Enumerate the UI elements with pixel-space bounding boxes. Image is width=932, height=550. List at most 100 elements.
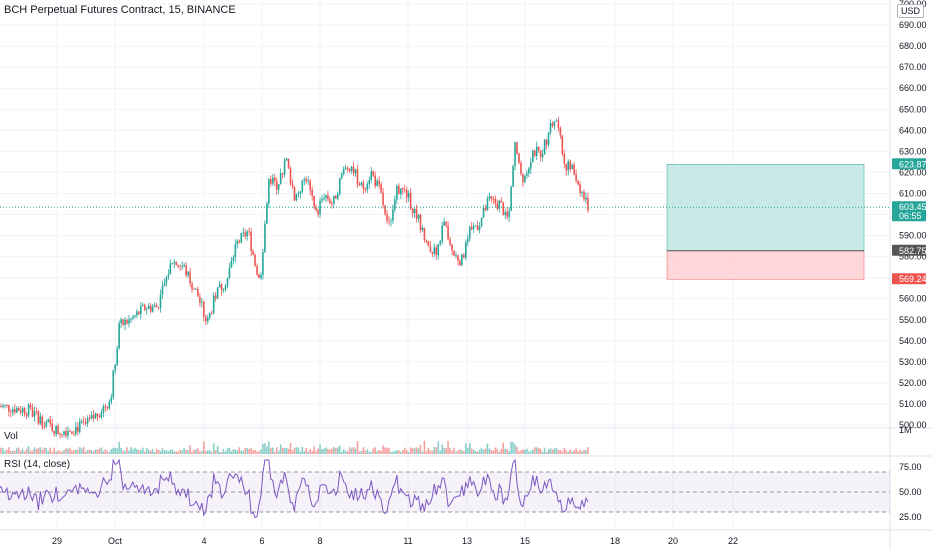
- candle: [553, 121, 556, 127]
- candle: [230, 260, 233, 268]
- x-tick-label: 15: [520, 536, 530, 546]
- volume-bar: [268, 441, 270, 454]
- candle: [319, 201, 321, 215]
- y-tick-label: 680.00: [899, 41, 927, 51]
- candle: [112, 370, 115, 398]
- volume-bars: [0, 440, 589, 454]
- candle: [285, 158, 288, 161]
- volume-bar: [277, 450, 280, 454]
- volume-bar: [4, 450, 6, 454]
- stop-loss-zone: [666, 250, 865, 280]
- volume-bar: [41, 449, 44, 454]
- volume-bar: [463, 451, 465, 454]
- volume-bar: [140, 449, 142, 454]
- candle: [455, 255, 457, 257]
- volume-bar: [226, 448, 229, 454]
- volume-bar: [474, 451, 477, 454]
- currency-button[interactable]: USD: [896, 4, 924, 18]
- candle: [67, 431, 69, 436]
- candle: [417, 214, 420, 219]
- volume-bar: [15, 448, 18, 454]
- volume-bar: [187, 449, 189, 454]
- volume-bar: [465, 443, 467, 454]
- volume-bar: [287, 448, 290, 454]
- y-tick-label: 530.00: [899, 357, 927, 367]
- volume-bar: [43, 447, 46, 454]
- volume-bar: [526, 448, 528, 454]
- candle: [384, 205, 386, 215]
- volume-bar: [171, 449, 174, 454]
- volume-bar: [587, 447, 589, 454]
- volume-bar: [19, 450, 22, 454]
- volume-bar: [319, 444, 321, 454]
- position-zones[interactable]: [666, 164, 865, 280]
- candle: [368, 179, 371, 185]
- candle: [362, 182, 365, 190]
- y-tick-label: 510.00: [899, 399, 927, 409]
- candle: [376, 180, 378, 187]
- candle: [465, 242, 467, 258]
- candle: [486, 198, 489, 211]
- candle: [244, 232, 247, 237]
- volume-bar: [177, 451, 180, 454]
- volume-bar: [537, 447, 540, 454]
- volume-bar: [45, 448, 48, 454]
- volume-bar: [295, 447, 298, 454]
- y-tick-label: 690.00: [899, 20, 927, 30]
- volume-bar: [258, 451, 260, 454]
- candle: [197, 289, 199, 297]
- volume-bar: [516, 446, 518, 454]
- candle: [80, 421, 83, 423]
- candle: [151, 306, 154, 312]
- volume-bar: [143, 451, 146, 454]
- candle: [315, 207, 317, 211]
- candle: [281, 173, 284, 175]
- volume-bar: [39, 447, 42, 454]
- y-tick-label: 620.00: [899, 167, 927, 177]
- x-tick-label: Oct: [108, 536, 123, 546]
- candle: [311, 189, 313, 196]
- candle: [433, 247, 436, 254]
- volume-bar: [252, 450, 254, 454]
- candle: [185, 265, 187, 276]
- candle: [254, 254, 256, 266]
- candle: [573, 164, 575, 175]
- volume-bar: [354, 448, 357, 454]
- candle: [47, 419, 50, 423]
- candle: [541, 154, 544, 158]
- candle: [394, 199, 396, 210]
- volume-bar: [134, 447, 136, 454]
- volume-bar: [230, 451, 233, 454]
- volume-bar: [561, 451, 564, 454]
- candle: [535, 146, 538, 157]
- volume-bar: [427, 447, 430, 454]
- candle: [366, 184, 369, 190]
- volume-bar: [242, 450, 245, 454]
- candle: [382, 192, 384, 206]
- candle: [520, 162, 522, 174]
- candle: [134, 315, 136, 317]
- candle: [6, 404, 8, 406]
- volume-bar: [321, 449, 323, 454]
- volume-bar: [350, 448, 353, 454]
- volume-bar: [557, 450, 560, 454]
- candle: [498, 200, 501, 209]
- volume-bar: [506, 449, 508, 454]
- volume-bar: [8, 447, 10, 454]
- candle: [8, 405, 10, 412]
- candle: [358, 184, 361, 186]
- candle: [256, 265, 258, 275]
- candle: [472, 226, 475, 229]
- candle: [195, 289, 197, 290]
- volume-bar: [138, 450, 140, 454]
- candle: [165, 276, 168, 284]
- take-profit-tag: 623.87: [899, 159, 927, 169]
- volume-bar: [372, 448, 375, 454]
- volume-bar: [25, 448, 28, 454]
- candle: [348, 169, 351, 172]
- volume-bar: [59, 451, 61, 454]
- volume-bar: [518, 451, 520, 454]
- volume-bar: [21, 448, 24, 454]
- volume-bar: [167, 451, 170, 454]
